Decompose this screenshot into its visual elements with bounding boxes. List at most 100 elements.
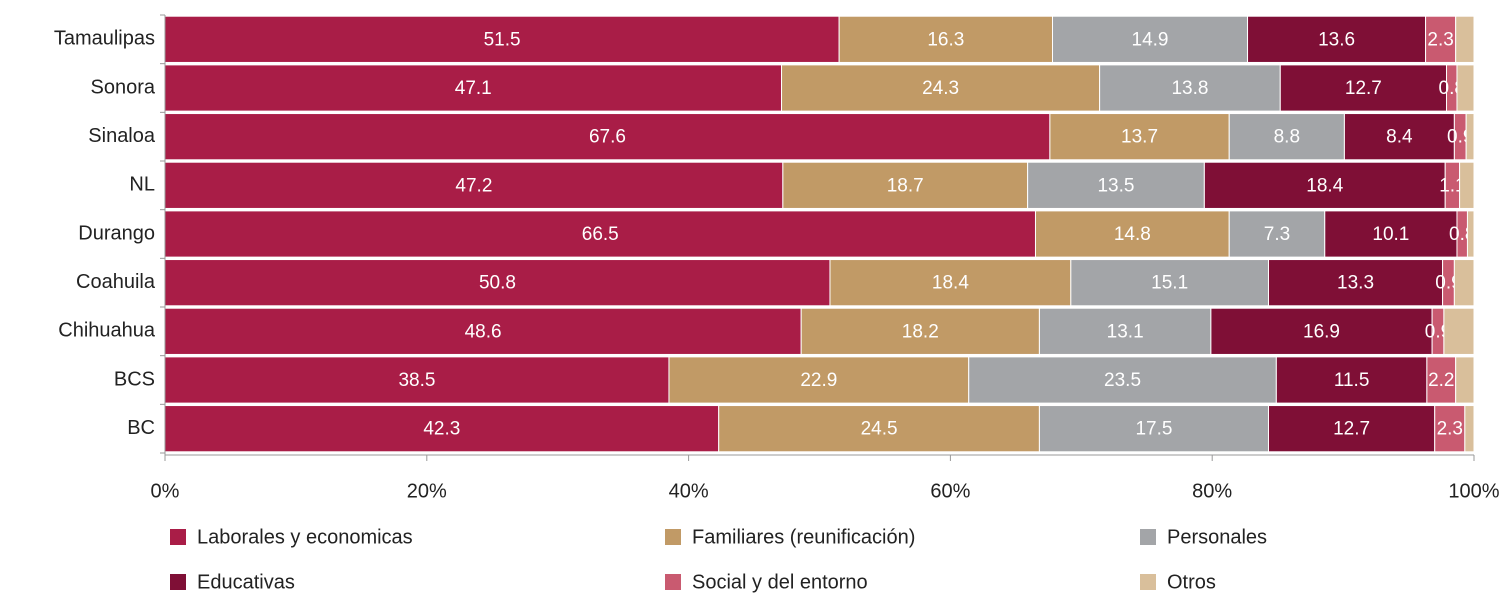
- data-label: 22.9: [800, 370, 837, 391]
- bar-segment: [1275, 356, 1428, 404]
- bar-segment: [164, 405, 720, 453]
- data-label: 13.5: [1097, 175, 1134, 196]
- bar-segment: [1070, 259, 1269, 307]
- data-label: 13.6: [1318, 29, 1355, 50]
- data-label: 38.5: [398, 370, 435, 391]
- bar-segment: [1443, 307, 1475, 355]
- y-tick-label: Sonora: [91, 76, 156, 98]
- legend-swatch: [1140, 529, 1156, 545]
- data-label: 18.4: [932, 273, 969, 294]
- bar-segment: [1455, 356, 1475, 404]
- y-tick-label: Chihuahua: [58, 320, 156, 342]
- bar-segment: [1267, 405, 1436, 453]
- data-label: 18.7: [887, 175, 924, 196]
- bar-segment: [164, 113, 1051, 161]
- data-label: 47.1: [455, 78, 492, 99]
- bar-segment: [1434, 405, 1466, 453]
- data-label: 8.8: [1274, 127, 1300, 148]
- bar-segment: [164, 210, 1036, 258]
- bar-segment: [968, 356, 1277, 404]
- bar-segment: [164, 259, 831, 307]
- bar-segment: [781, 64, 1101, 112]
- bar-segment: [1267, 259, 1444, 307]
- legend-swatch: [665, 574, 681, 590]
- data-label: 13.3: [1337, 273, 1374, 294]
- y-tick-label: Durango: [78, 222, 155, 244]
- data-label: 17.5: [1135, 419, 1172, 440]
- data-label: 66.5: [582, 224, 619, 245]
- data-label: 24.3: [922, 78, 959, 99]
- data-label: 14.8: [1114, 224, 1151, 245]
- legend-swatch: [1140, 574, 1156, 590]
- data-label: 2.3: [1427, 29, 1453, 50]
- x-tick-label: 0%: [151, 480, 180, 502]
- bar-segment: [1343, 113, 1455, 161]
- bar-segment: [1456, 64, 1475, 112]
- data-label: 18.4: [1306, 175, 1343, 196]
- data-label: 23.5: [1104, 370, 1141, 391]
- legend-label: Laborales y economicas: [197, 526, 413, 548]
- data-label: 7.3: [1264, 224, 1290, 245]
- bar-segment: [800, 307, 1040, 355]
- data-label: 1.1: [1439, 175, 1465, 196]
- data-label: 42.3: [423, 419, 460, 440]
- bar-segment: [1426, 356, 1457, 404]
- data-label: 13.7: [1121, 127, 1158, 148]
- bar-segment: [668, 356, 970, 404]
- data-label: 16.3: [927, 29, 964, 50]
- legend-swatch: [170, 529, 186, 545]
- data-label: 2.2: [1428, 370, 1454, 391]
- x-tick-label: 40%: [669, 480, 709, 502]
- bar-segment: [1027, 161, 1205, 209]
- bar-segment: [1210, 307, 1433, 355]
- legend-label: Familiares (reunificación): [692, 526, 915, 548]
- y-tick-label: NL: [129, 174, 155, 196]
- bar-segment: [1324, 210, 1458, 258]
- bar-segment: [838, 15, 1054, 63]
- data-label: 24.5: [861, 419, 898, 440]
- legend-swatch: [665, 529, 681, 545]
- data-label: 16.9: [1303, 321, 1340, 342]
- bar-segment: [1052, 15, 1249, 63]
- bar-segment: [1459, 161, 1475, 209]
- bar-segment: [1034, 210, 1230, 258]
- y-tick-label: Coahuila: [76, 271, 156, 293]
- data-label: 11.5: [1334, 370, 1370, 391]
- y-tick-label: Sinaloa: [88, 125, 156, 147]
- bar-segment: [1279, 64, 1448, 112]
- y-tick-label: BCS: [114, 368, 155, 390]
- bar-segment: [1099, 64, 1281, 112]
- x-tick-label: 80%: [1192, 480, 1232, 502]
- bar-segment: [1247, 15, 1427, 63]
- legend-label: Social y del entorno: [692, 571, 868, 593]
- data-label: 12.7: [1345, 78, 1382, 99]
- bar-segment: [1228, 113, 1345, 161]
- bar-segment: [1049, 113, 1230, 161]
- bar-segment: [1453, 259, 1475, 307]
- bar-segment: [1038, 405, 1269, 453]
- bar-segment: [718, 405, 1040, 453]
- legend-label: Educativas: [197, 571, 295, 593]
- data-label: 10.1: [1372, 224, 1409, 245]
- bar-segment: [164, 161, 784, 209]
- data-label: 13.1: [1107, 321, 1144, 342]
- data-label: 47.2: [455, 175, 492, 196]
- bar-segment: [1466, 210, 1475, 258]
- data-label: 13.8: [1171, 78, 1208, 99]
- data-label: 14.9: [1132, 29, 1169, 50]
- y-tick-label: BC: [127, 417, 155, 439]
- bar-segment: [164, 356, 670, 404]
- bar-segment: [1465, 113, 1475, 161]
- bar-segment: [164, 307, 802, 355]
- legend-label: Otros: [1167, 571, 1216, 593]
- data-label: 48.6: [465, 321, 502, 342]
- bar-segment: [1455, 15, 1475, 63]
- bar-segment: [1425, 15, 1457, 63]
- data-label: 50.8: [479, 273, 516, 294]
- legend-label: Personales: [1167, 526, 1267, 548]
- data-label: 18.2: [902, 321, 939, 342]
- x-tick-label: 60%: [930, 480, 970, 502]
- bar-segment: [782, 161, 1029, 209]
- x-tick-label: 100%: [1448, 480, 1499, 502]
